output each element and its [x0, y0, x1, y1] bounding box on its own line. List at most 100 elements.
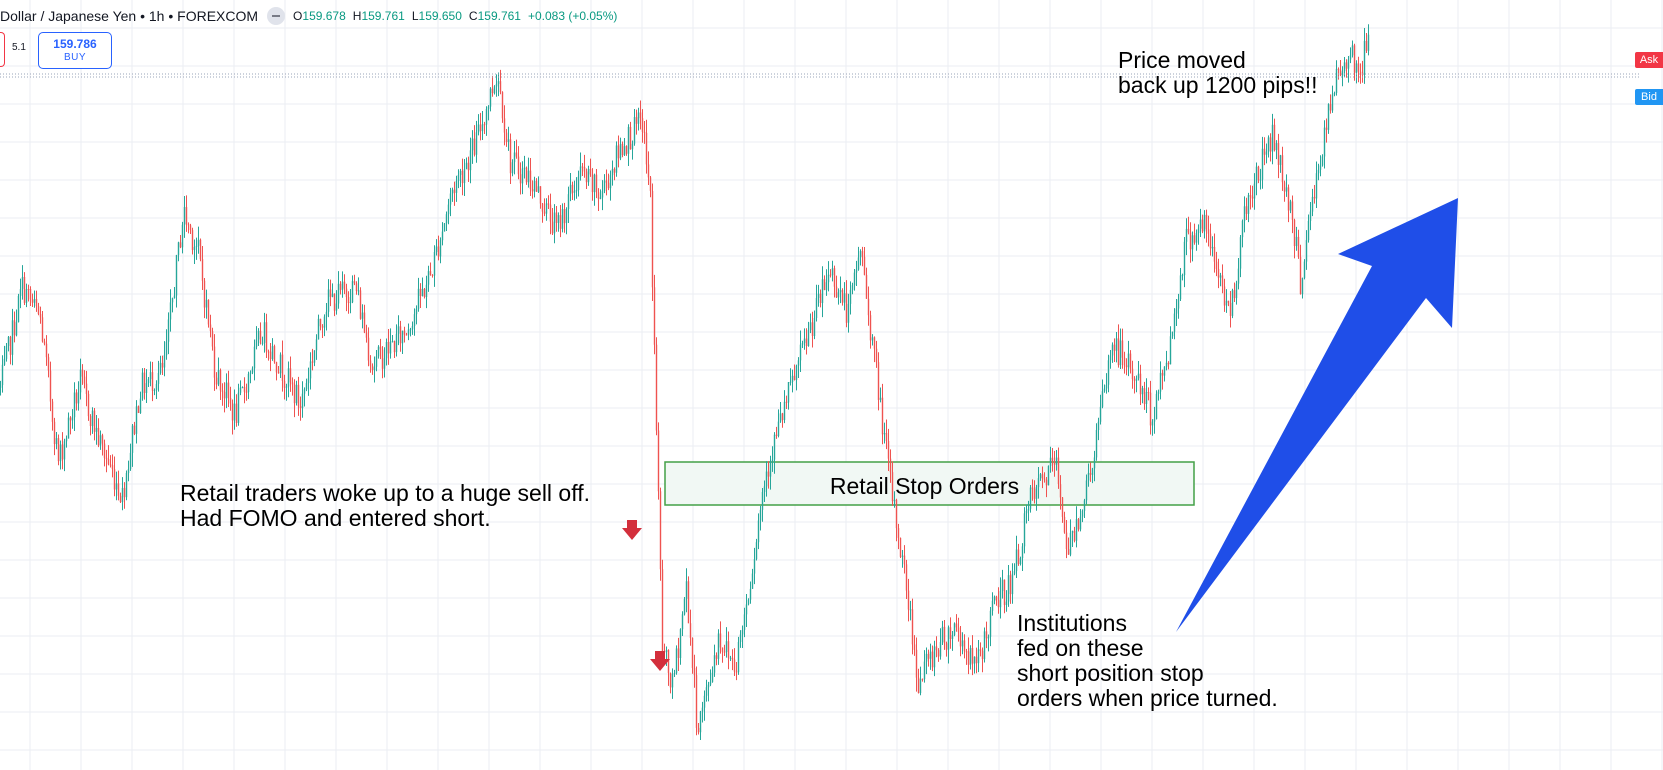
candle	[13, 311, 16, 343]
candle	[865, 267, 868, 299]
candle-body	[833, 268, 836, 287]
candle-body	[487, 106, 490, 109]
candle-body	[557, 215, 560, 223]
candle	[255, 326, 258, 350]
candle-body	[763, 486, 766, 493]
candle	[815, 284, 818, 322]
candle	[721, 647, 724, 663]
candle	[699, 710, 702, 740]
candle-body	[1267, 137, 1270, 152]
candle-body	[531, 188, 534, 192]
candle-body	[1119, 340, 1122, 366]
candle	[211, 327, 214, 351]
candle	[723, 644, 726, 656]
candle	[259, 322, 262, 345]
candle	[223, 382, 226, 413]
candle	[1205, 209, 1208, 243]
candle	[641, 109, 644, 143]
candle	[889, 449, 892, 483]
candle-body	[981, 650, 984, 660]
candle-body	[75, 392, 78, 404]
candle	[485, 106, 488, 136]
candle-body	[729, 657, 732, 659]
candle-body	[1245, 206, 1248, 214]
candle-body	[311, 361, 314, 363]
candle-body	[1313, 196, 1316, 199]
candle	[171, 297, 174, 313]
candle	[559, 204, 562, 238]
candle	[509, 133, 512, 184]
candle-body	[57, 438, 60, 462]
candle-body	[1325, 127, 1328, 130]
candle	[947, 625, 950, 664]
candle	[91, 407, 94, 434]
candle-body	[719, 633, 722, 648]
candle	[443, 222, 446, 232]
candle	[7, 336, 10, 352]
candle	[105, 449, 108, 473]
candle-body	[1049, 457, 1052, 466]
candle	[399, 320, 402, 352]
candle	[965, 648, 968, 665]
candle	[1093, 450, 1096, 482]
candle-body	[551, 221, 554, 234]
candle	[57, 434, 60, 466]
candle-body	[597, 192, 600, 199]
candle	[1125, 358, 1128, 376]
candle	[545, 198, 548, 221]
candle-body	[179, 242, 182, 248]
candle-body	[585, 171, 588, 183]
candle	[1063, 511, 1066, 534]
candle-body	[1017, 549, 1020, 565]
candle-body	[905, 564, 908, 591]
candle-body	[603, 180, 606, 192]
candle	[985, 621, 988, 649]
candle	[373, 356, 376, 383]
candle	[955, 614, 958, 632]
candle	[1215, 251, 1218, 277]
candle-body	[1217, 268, 1220, 278]
candle-body	[609, 175, 612, 189]
candle-body	[375, 356, 378, 367]
candle-body	[1011, 573, 1014, 595]
candle	[975, 647, 978, 674]
candle	[1021, 543, 1024, 571]
candle	[361, 304, 364, 329]
candle	[265, 313, 268, 358]
candle	[1305, 230, 1308, 270]
collapse-toggle-icon[interactable]	[267, 7, 286, 25]
sell-button[interactable]	[0, 32, 5, 67]
candle-body	[341, 281, 344, 290]
candle	[1323, 120, 1326, 169]
candle-body	[437, 246, 440, 257]
candle	[21, 265, 24, 300]
candle-body	[211, 331, 214, 347]
candle-body	[97, 427, 100, 446]
candle	[35, 290, 38, 312]
candle	[531, 180, 534, 199]
candle	[773, 432, 776, 474]
candle	[823, 275, 826, 291]
candle-body	[263, 322, 266, 343]
candle	[785, 395, 788, 410]
candle-body	[931, 651, 934, 668]
candle-body	[1283, 182, 1286, 192]
candle-body	[1155, 393, 1158, 419]
candle-body	[621, 143, 624, 156]
candle-body	[775, 434, 778, 436]
candle	[911, 598, 914, 655]
candle	[501, 91, 504, 123]
candle-body	[469, 150, 472, 171]
candle-body	[327, 289, 330, 312]
candle-body	[133, 425, 136, 434]
candle-body	[393, 341, 396, 353]
candle	[735, 661, 738, 681]
buy-button[interactable]: 159.786 BUY	[38, 32, 112, 69]
candle-body	[113, 469, 116, 490]
candle-body	[759, 509, 762, 521]
candle-body	[1033, 488, 1036, 499]
symbol-title[interactable]: Dollar / Japanese Yen • 1h • FOREXCOM	[0, 8, 259, 24]
candle	[1193, 223, 1196, 245]
candle-body	[1363, 40, 1366, 75]
